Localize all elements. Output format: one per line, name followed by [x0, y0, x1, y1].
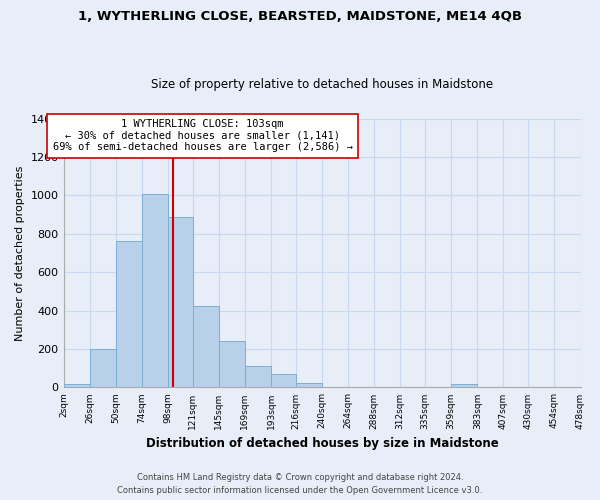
X-axis label: Distribution of detached houses by size in Maidstone: Distribution of detached houses by size …: [146, 437, 499, 450]
Bar: [245, 366, 271, 388]
Bar: [296, 383, 322, 388]
Bar: [451, 384, 478, 388]
Bar: [193, 306, 219, 388]
Bar: [142, 194, 168, 388]
Text: 1, WYTHERLING CLOSE, BEARSTED, MAIDSTONE, ME14 4QB: 1, WYTHERLING CLOSE, BEARSTED, MAIDSTONE…: [78, 10, 522, 23]
Bar: [168, 216, 193, 388]
Y-axis label: Number of detached properties: Number of detached properties: [15, 166, 25, 340]
Bar: [116, 242, 142, 388]
Text: Contains HM Land Registry data © Crown copyright and database right 2024.
Contai: Contains HM Land Registry data © Crown c…: [118, 474, 482, 495]
Bar: [219, 342, 245, 388]
Bar: [271, 374, 296, 388]
Title: Size of property relative to detached houses in Maidstone: Size of property relative to detached ho…: [151, 78, 493, 91]
Bar: [89, 349, 116, 388]
Bar: [64, 384, 89, 388]
Text: 1 WYTHERLING CLOSE: 103sqm
← 30% of detached houses are smaller (1,141)
69% of s: 1 WYTHERLING CLOSE: 103sqm ← 30% of deta…: [53, 119, 353, 152]
